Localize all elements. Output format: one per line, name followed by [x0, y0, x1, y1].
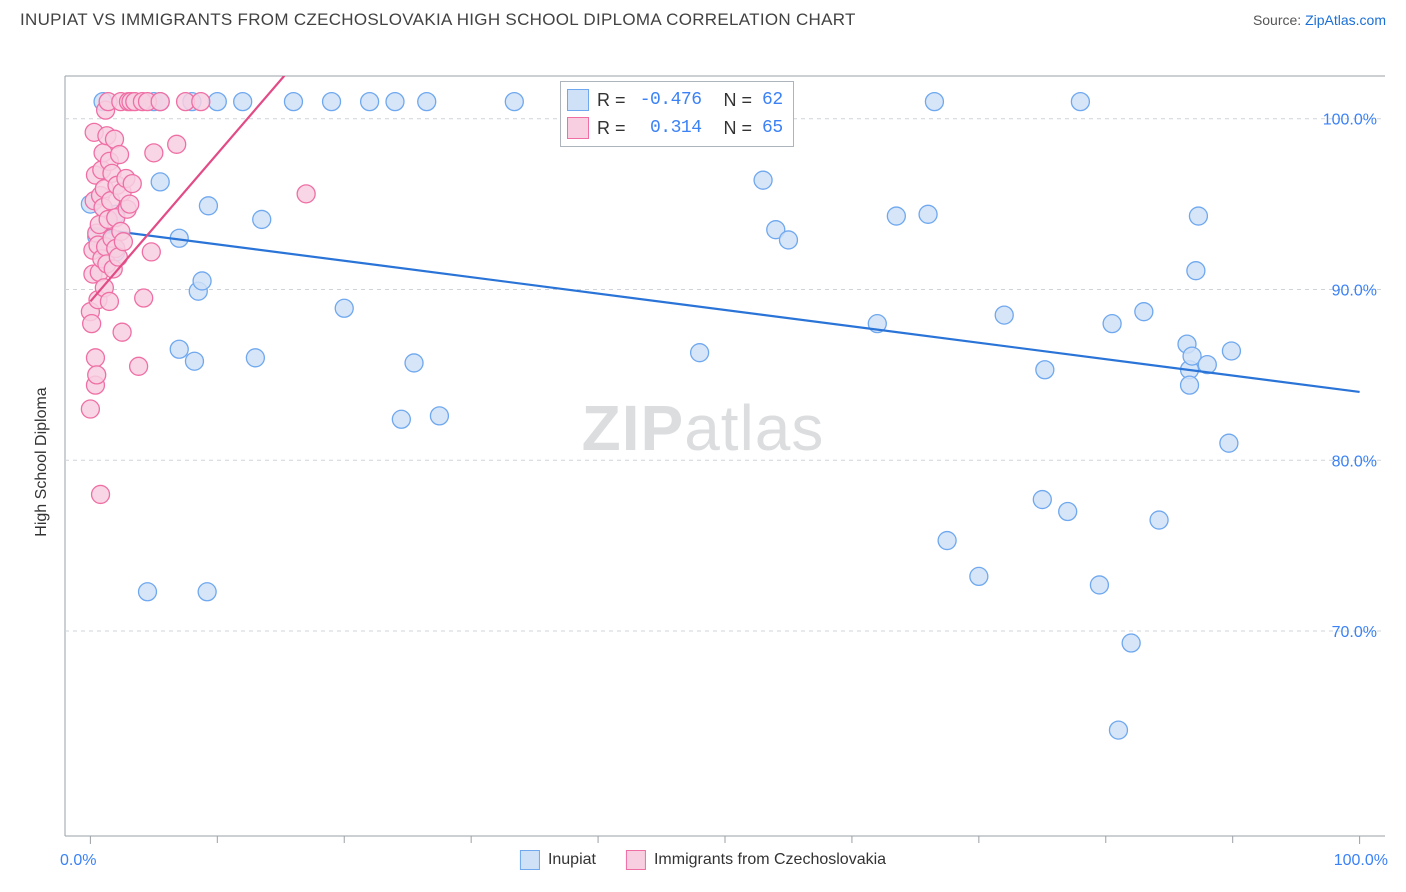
legend-stat-row: R = 0.314N =65 — [567, 114, 783, 142]
legend-swatch — [520, 850, 540, 870]
legend-label: Inupiat — [548, 851, 596, 869]
legend-swatch — [567, 117, 589, 139]
legend-stat-row: R =-0.476N =62 — [567, 86, 783, 114]
svg-text:80.0%: 80.0% — [1332, 453, 1377, 470]
x-axis-min-label: 0.0% — [60, 852, 96, 870]
svg-text:90.0%: 90.0% — [1332, 282, 1377, 299]
legend-label: Immigrants from Czechoslovakia — [654, 851, 886, 869]
scatter-plot: 70.0% 80.0% 90.0% 100.0% — [0, 36, 1406, 888]
y-axis-label: High School Diploma — [33, 387, 51, 536]
chart-area: High School Diploma ZIPatlas 70.0%80.0%9… — [0, 36, 1406, 888]
legend-swatch — [626, 850, 646, 870]
legend-item: Inupiat — [520, 850, 596, 870]
chart-header: INUPIAT VS IMMIGRANTS FROM CZECHOSLOVAKI… — [0, 0, 1406, 36]
chart-source: Source: ZipAtlas.com — [1253, 12, 1386, 28]
chart-title: INUPIAT VS IMMIGRANTS FROM CZECHOSLOVAKI… — [20, 10, 856, 30]
x-axis-max-label: 100.0% — [1334, 852, 1388, 870]
source-link[interactable]: ZipAtlas.com — [1305, 12, 1386, 28]
legend-item: Immigrants from Czechoslovakia — [626, 850, 886, 870]
legend-stats: R =-0.476N =62R = 0.314N =65 — [560, 81, 794, 147]
legend-series: Inupiat Immigrants from Czechoslovakia — [520, 850, 886, 870]
svg-text:70.0%: 70.0% — [1332, 624, 1377, 641]
legend-swatch — [567, 89, 589, 111]
svg-text:100.0%: 100.0% — [1323, 112, 1377, 129]
